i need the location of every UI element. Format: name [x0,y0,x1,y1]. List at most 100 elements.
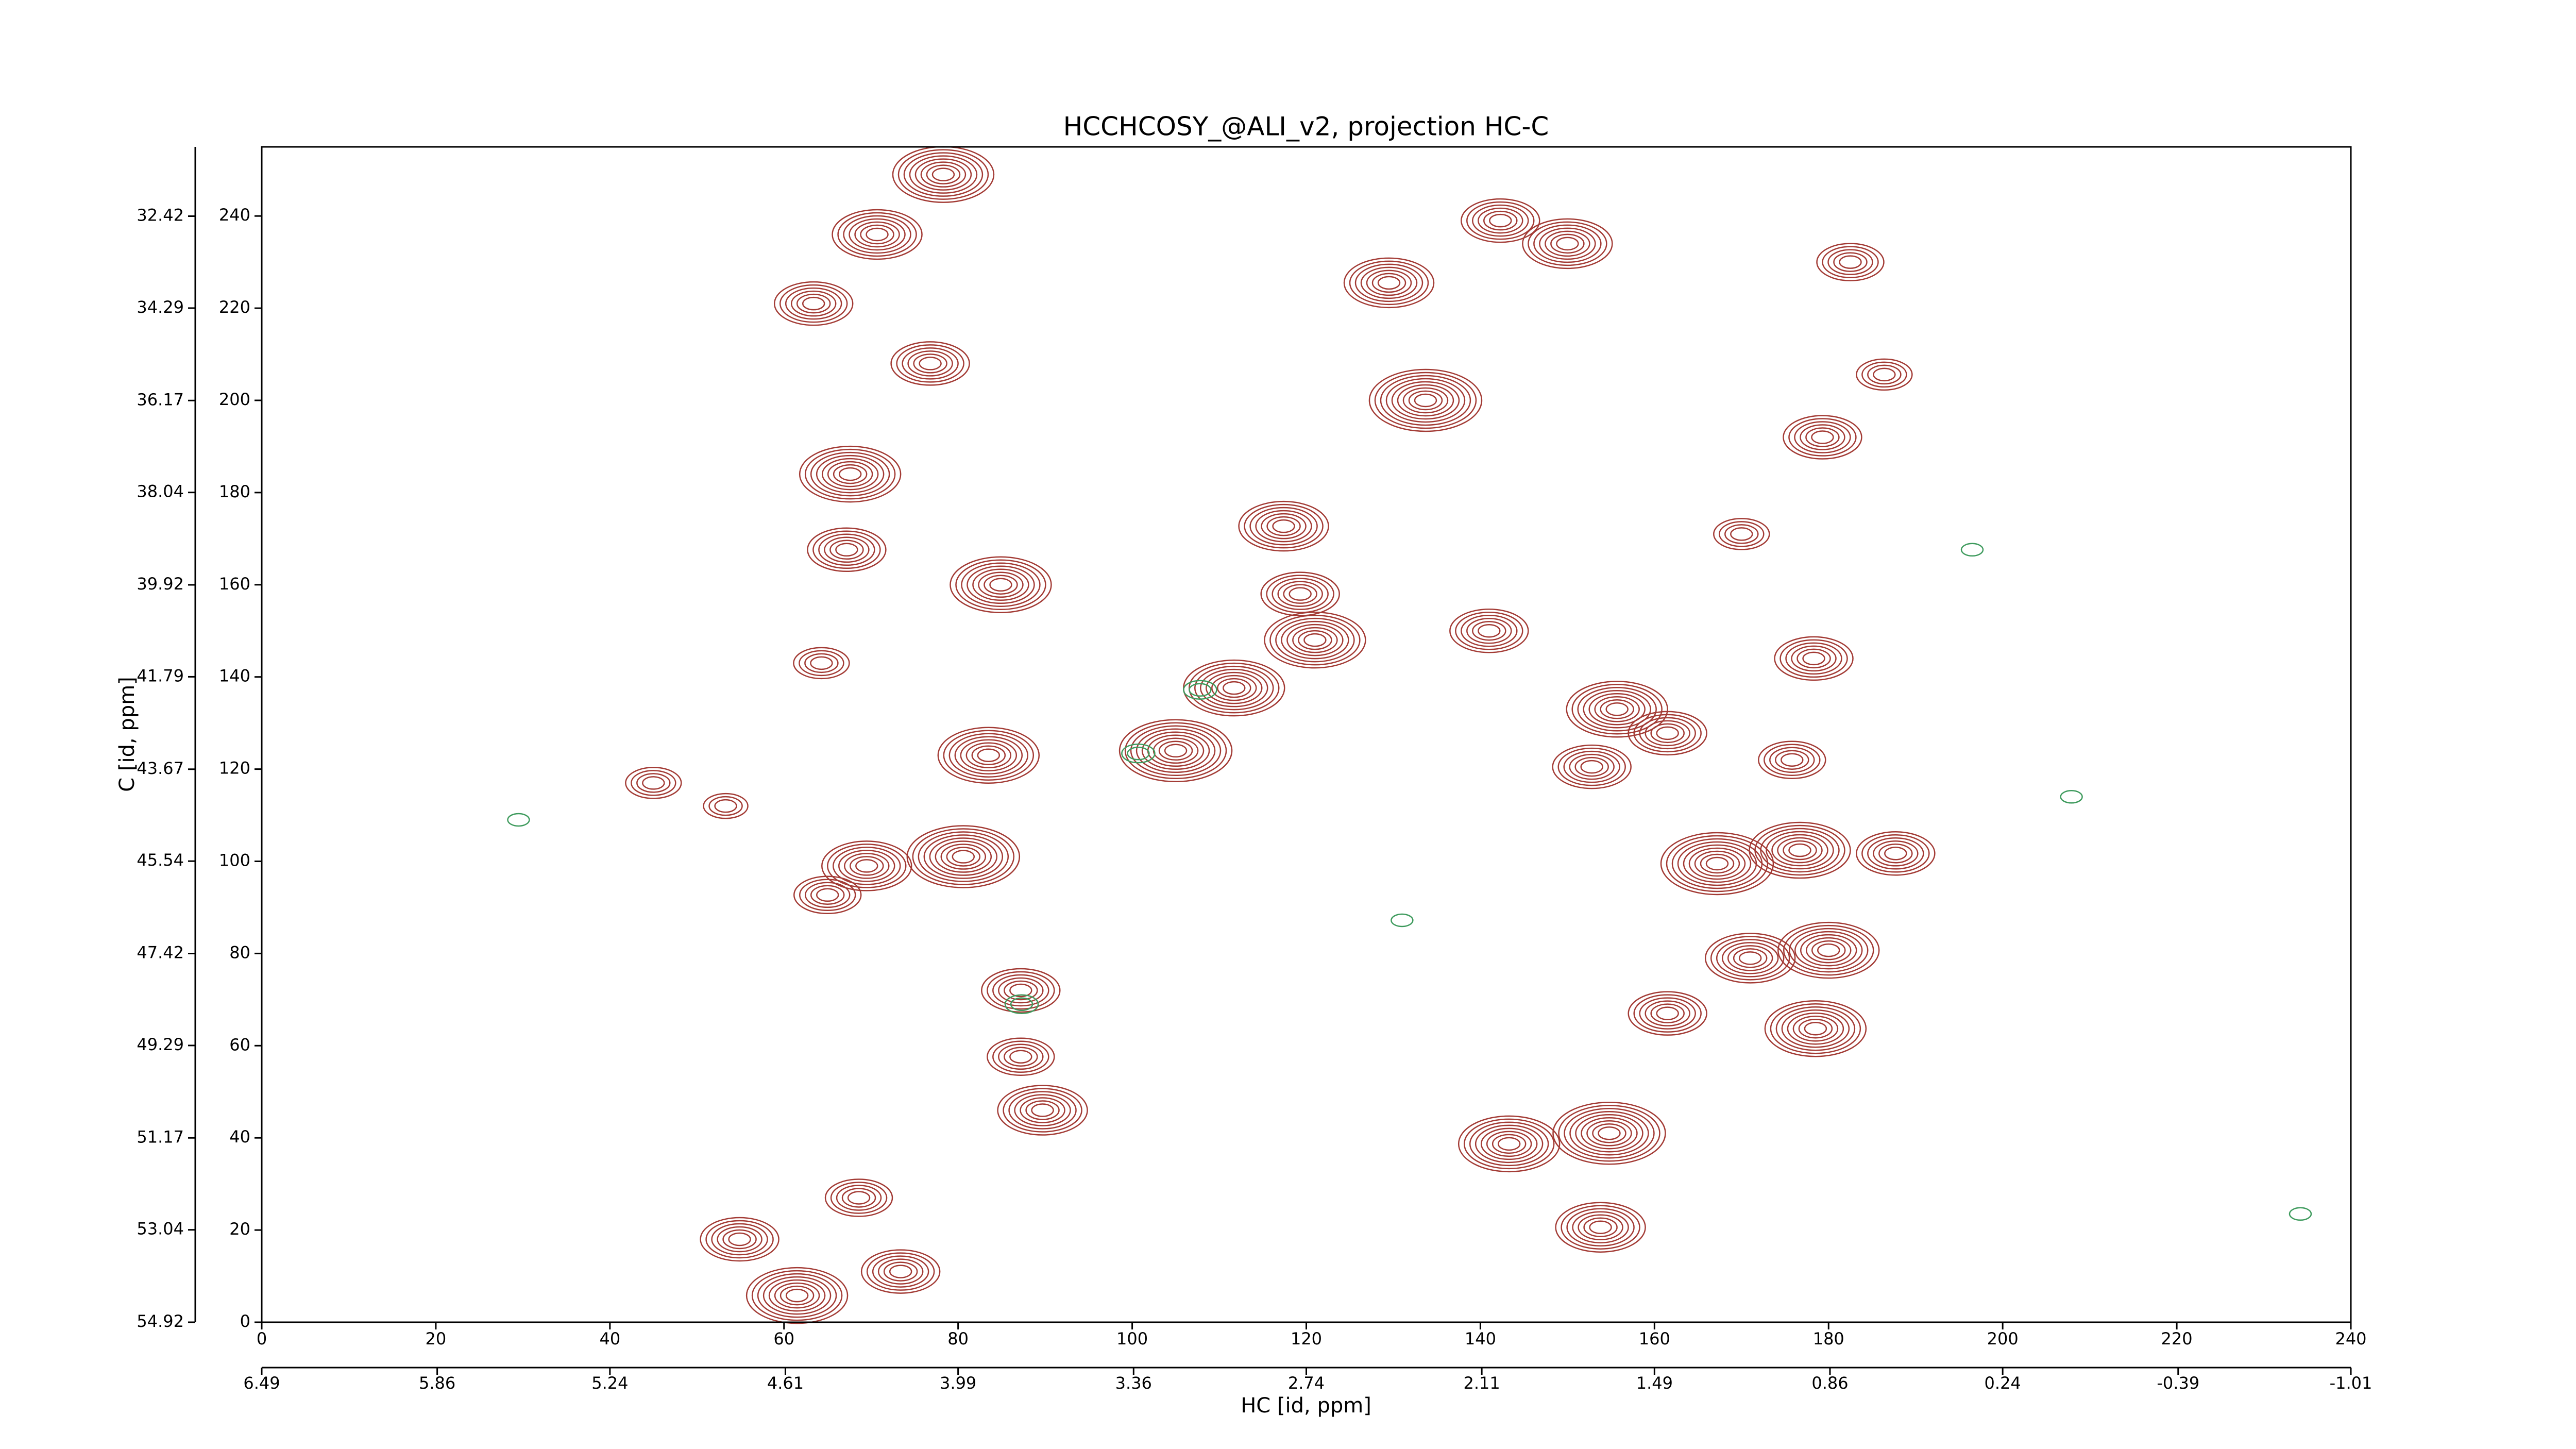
contour-ring [1588,693,1646,726]
contour-ring [1628,991,1707,1036]
contour-ring [943,730,1035,781]
contour-ring [1366,269,1412,296]
contour-ring [816,888,839,902]
contour-ring [1264,611,1366,669]
contour-ring [1873,840,1919,867]
peak [1238,500,1329,552]
contour-ring [1645,720,1690,747]
contour-ring [1200,668,1268,707]
contour-ring [1368,368,1483,432]
x-tick-label: 240 [2335,1329,2366,1349]
contour-ring [952,850,975,864]
contour-ring [1800,934,1857,967]
contour-ring [1292,627,1338,653]
contour-ring [920,161,967,188]
contour-ring [909,155,978,194]
contour-ring [1822,246,1879,278]
contour-ring [997,1085,1088,1136]
contour-ring [931,167,955,181]
peak [906,825,1021,888]
x2-tick-label: 3.36 [1115,1373,1152,1393]
contour-ring [790,290,837,317]
y2-tick-label: 36.17 [137,390,184,409]
contour-ring [926,164,961,184]
peak [1555,1202,1646,1253]
contour-ring [1867,837,1924,870]
peak [1121,743,1156,764]
contour-ring [751,1270,843,1321]
contour-ring [847,1191,871,1205]
contour-ring [1261,513,1307,540]
contour-ring [1749,821,1851,879]
contour-ring [1760,828,1840,873]
contour-ring [841,1188,876,1208]
contour-ring [1269,614,1361,666]
contour-ring [1704,933,1796,984]
y-tick-label: 160 [219,574,250,594]
contour-ring [1478,207,1523,234]
contour-ring [1380,375,1471,426]
contour-ring [1555,1202,1646,1253]
contour-ring [1522,218,1613,269]
contour-ring [1249,507,1318,546]
contour-ring [1770,1003,1861,1054]
peak [745,1267,849,1324]
contour-ring [824,1178,893,1217]
contour-ring [1349,260,1429,306]
contour-ring [1884,847,1907,861]
contour-ring [1592,1123,1626,1143]
contour-ring [1804,1021,1827,1036]
peak [1449,608,1529,653]
contour-ring [708,796,743,816]
contour-ring [1817,943,1840,957]
contour-ring [1878,844,1913,864]
contour-ring [1577,687,1657,732]
contour-ring [1020,1097,1065,1123]
contour-ring [1010,997,1033,1012]
y2-tick-label: 45.54 [137,850,184,870]
contour-ring [1014,1094,1071,1126]
peak [799,445,902,503]
contour-ring [940,844,987,870]
y-tick-label: 200 [219,390,250,409]
contour-ring [1688,847,1746,880]
contour-ring [714,799,737,813]
contour-ring [1266,575,1334,613]
contour-ring [821,458,879,491]
contour-ring [860,224,894,245]
peak [2289,1207,2312,1221]
contour-ring [1733,948,1768,968]
contour-ring [1794,421,1851,453]
contour-ring [1788,418,1857,457]
contour-ring [1783,415,1862,460]
chart-title: HCCHCOSY_@ALI_v2, projection HC-C [1063,112,1549,142]
contour-ring [1754,824,1845,876]
contour-ring [804,653,839,673]
contour-ring [1781,1009,1850,1048]
contour-ring [642,776,665,790]
contour-ring [1277,581,1323,607]
contour-ring [1483,210,1518,231]
contour-ring [703,793,749,819]
contour-ring [1566,1208,1635,1246]
peak [793,875,862,915]
contour-ring [1004,980,1038,1001]
contour-ring [1574,756,1609,777]
peak [1713,518,1770,550]
contour-ring [1211,675,1257,701]
contour-ring [1758,740,1826,779]
contour-ring [1578,1214,1623,1240]
peak [997,1085,1088,1136]
y2-tick-label: 51.17 [137,1127,184,1147]
contour-ring [1710,936,1790,981]
contour-ring [1275,617,1355,663]
contour-ring [987,971,1055,1010]
contour-ring [1266,516,1301,536]
peak [793,647,850,680]
x-tick-label: 100 [1116,1329,1148,1349]
y2-tick-label: 47.42 [137,943,184,963]
contour-ring [1639,997,1696,1030]
contour-ring [799,650,844,677]
peak [700,1217,779,1262]
